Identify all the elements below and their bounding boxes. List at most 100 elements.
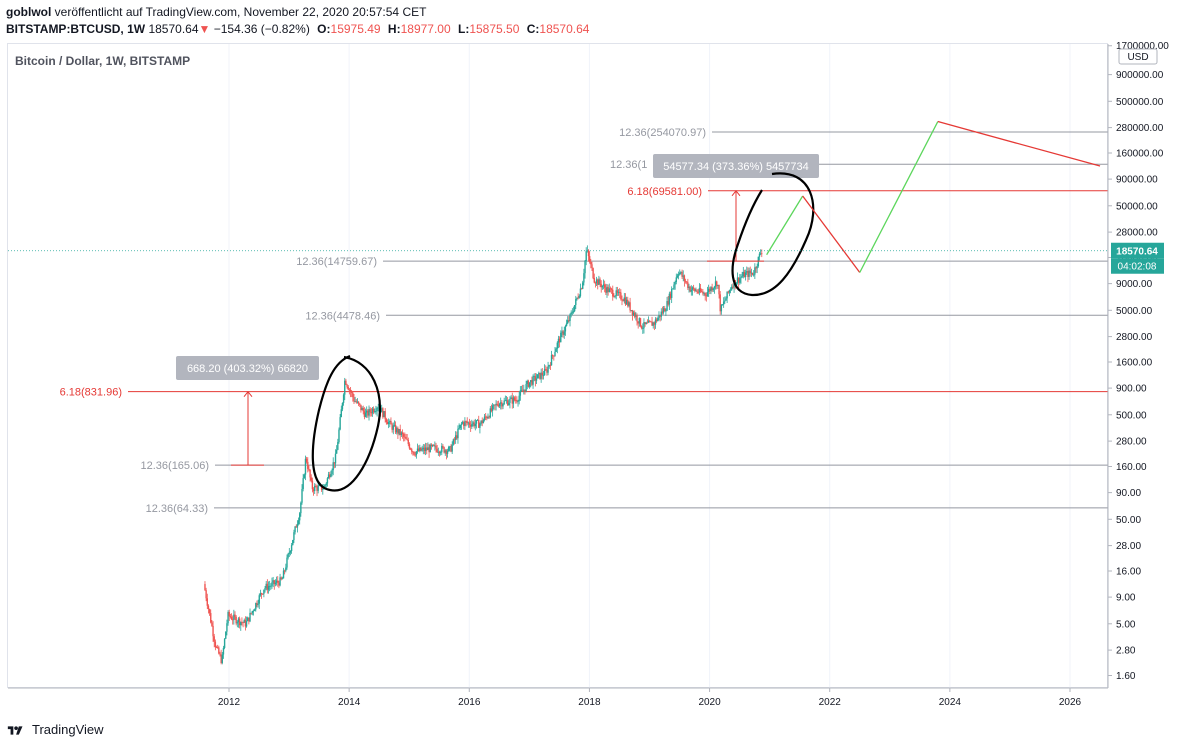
candle-body [227,612,229,624]
candle-body [637,321,639,324]
candle-body [538,372,540,375]
candle-body [593,278,595,283]
candle-body [547,366,549,373]
candle-body [702,291,704,294]
candle-body [695,290,697,292]
candle-body [406,439,408,440]
candle-body [506,400,509,406]
candle-body [361,407,363,411]
candle-body [576,297,578,300]
candle-body [288,552,291,554]
candle-body [682,275,684,277]
candle-body [560,332,562,343]
candle-body [543,369,546,376]
candle-body [475,420,478,424]
candle-body [244,619,247,627]
candle-body [473,422,475,427]
author-name[interactable]: goblwol [6,5,52,19]
price-tick-label: 9.00 [1116,593,1136,604]
candle-body [583,273,585,283]
candle-body [322,489,324,490]
currency-badge [1118,48,1158,65]
candle-body [751,272,754,275]
candle-body [300,502,302,514]
candle-body [525,383,527,392]
candle-body [341,402,344,410]
time-tick-label: 2016 [458,697,481,708]
candle-body [394,424,397,433]
close-value: 18570.64 [539,22,590,36]
brand-name[interactable]: TradingView [32,722,104,737]
candle-body [367,410,369,416]
candle-body [631,310,634,315]
candle-body [245,621,248,627]
candle-body [714,281,717,287]
candle-body [304,458,307,475]
candle-body [502,404,504,407]
tradingview-logo-icon[interactable] [6,723,28,737]
candle-body [640,326,643,329]
candle-body [638,318,641,324]
candle-body [494,404,496,406]
candle-body [621,299,623,301]
candle-body [710,287,712,292]
candle-body [579,288,582,297]
candle-body [744,272,747,278]
candle-body [311,480,314,490]
candle-body [362,407,364,412]
candle-body [469,424,472,427]
candle-body [370,412,373,414]
chart-title: Bitcoin / Dollar, 1W, BITSTAMP [15,54,191,68]
candle-body [754,267,756,275]
candle-body [377,407,379,409]
measure-arrow-head [243,390,253,397]
price-tick-label: 28000.00 [1116,228,1158,239]
candle-body [213,636,215,642]
candle-body [532,376,534,385]
candle-body [575,299,577,306]
candle-body [428,447,430,453]
price-tick-label: 28.00 [1116,541,1141,552]
fib-levels: 12.36(254070.97) 12.36(1 6.18(69581.00) 12.… [60,127,1108,515]
candle-body [608,288,610,293]
candle-body [755,267,757,269]
candle-body [696,290,698,293]
candle-body [737,277,740,283]
price-tick-label: 900000.00 [1116,70,1164,81]
candle-body [572,311,575,313]
candle-body [344,380,346,395]
candle-body [279,577,281,586]
candle-body [595,279,598,284]
candle-body [556,342,559,349]
candle-body [729,289,732,291]
candle-body [215,647,218,648]
candle-body [214,641,217,648]
candle-body [732,286,734,288]
candle-body [451,444,453,452]
candle-body [498,403,501,407]
candle-body [480,420,482,425]
candle-body [396,428,398,433]
candle-body [310,477,312,481]
candle-body [233,614,235,620]
high-label: H: [387,22,401,36]
candle-body [248,617,250,622]
candle-body [424,447,427,451]
candle-body [318,484,321,486]
measure-box [653,154,819,178]
candle-body [383,411,385,418]
price-tick-label: 16.00 [1116,567,1141,578]
candle-body [397,428,399,434]
candle-body [483,416,486,421]
candle-body [293,532,295,541]
candle-body [684,280,687,282]
candle-body [670,289,673,298]
candle-body [654,319,657,325]
candle-body [237,618,240,623]
candle-body [435,445,437,449]
candle-body [275,580,278,583]
candle-body [274,582,277,585]
candle-body [658,314,660,318]
candle-body [382,408,384,418]
